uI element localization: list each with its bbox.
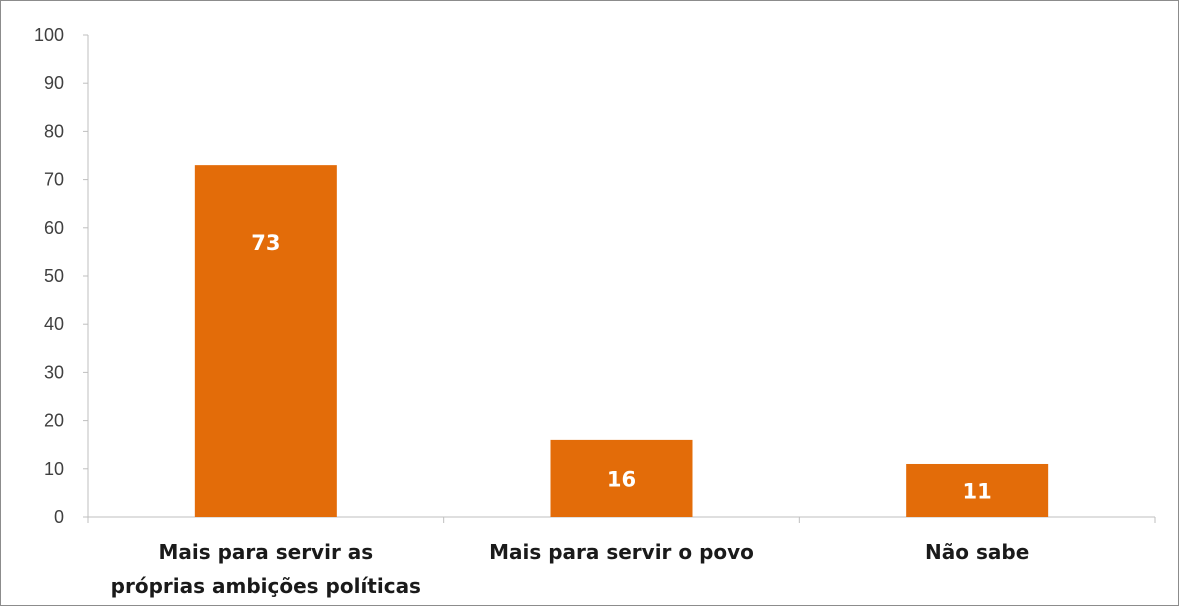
bar-data-label: 16 bbox=[607, 467, 636, 491]
y-tick-label: 60 bbox=[44, 218, 64, 238]
y-tick-label: 0 bbox=[54, 507, 64, 527]
y-tick-label: 40 bbox=[44, 314, 64, 334]
y-tick-label: 80 bbox=[44, 121, 64, 141]
bar-data-label: 73 bbox=[251, 231, 280, 255]
y-tick-label: 90 bbox=[44, 73, 64, 93]
y-tick-label: 70 bbox=[44, 170, 64, 190]
y-tick-label: 50 bbox=[44, 266, 64, 286]
bar-data-label: 11 bbox=[963, 479, 992, 503]
x-category-label: Não sabe bbox=[925, 540, 1029, 564]
bar bbox=[550, 439, 693, 517]
y-tick-label: 30 bbox=[44, 362, 64, 382]
bar bbox=[194, 165, 337, 517]
x-category-label: próprias ambições políticas bbox=[111, 574, 421, 598]
bar bbox=[906, 463, 1049, 517]
y-tick-label: 10 bbox=[44, 459, 64, 479]
x-category-label: Mais para servir o povo bbox=[489, 540, 754, 564]
y-tick-label: 20 bbox=[44, 411, 64, 431]
y-tick-label: 100 bbox=[34, 25, 64, 45]
x-category-label: Mais para servir as bbox=[158, 540, 373, 564]
